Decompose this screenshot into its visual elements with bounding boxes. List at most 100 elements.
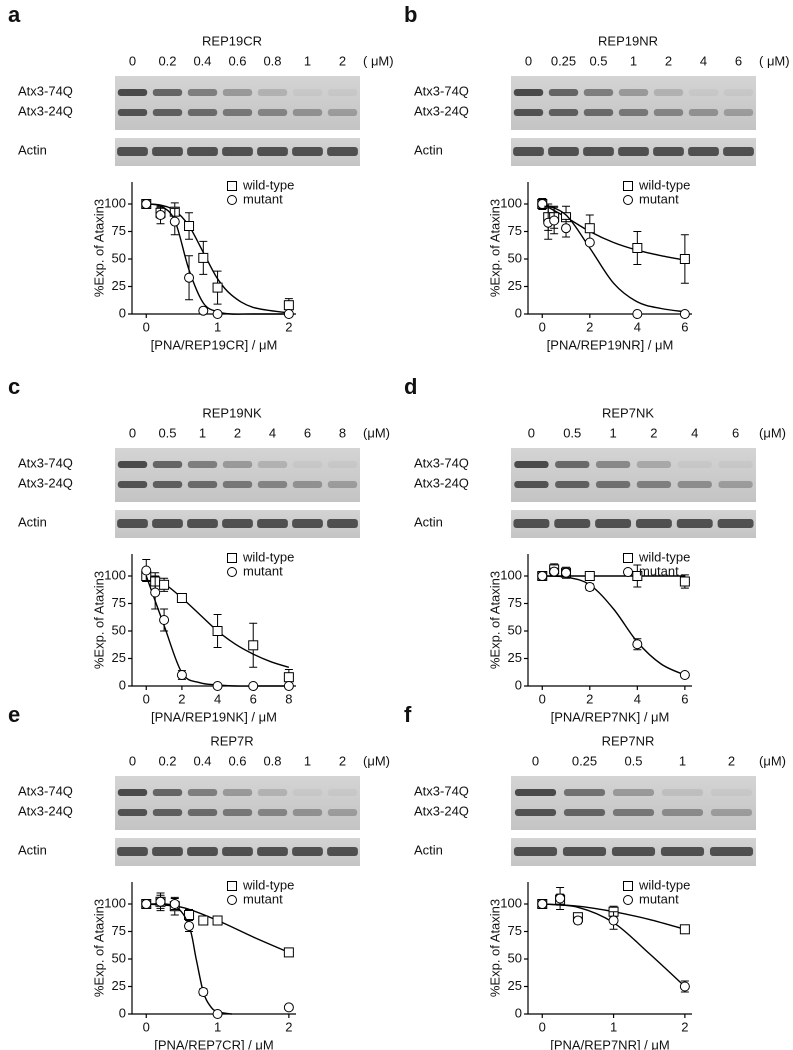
blot-label: Atx3-24Q bbox=[414, 103, 469, 118]
blot-title: REP19NR bbox=[598, 33, 658, 48]
y-tick-label: 0 bbox=[515, 1005, 522, 1020]
band bbox=[661, 809, 704, 816]
legend-marker bbox=[227, 195, 237, 205]
band bbox=[187, 109, 218, 116]
y-tick-label: 25 bbox=[508, 650, 522, 665]
blot-label: Actin bbox=[18, 842, 47, 857]
data-point bbox=[549, 215, 560, 226]
concentration-label: 0.2 bbox=[158, 53, 176, 68]
band bbox=[618, 147, 649, 156]
band bbox=[513, 89, 544, 96]
y-tick-label: 50 bbox=[508, 622, 522, 637]
western-blot bbox=[511, 448, 756, 502]
band bbox=[653, 109, 684, 116]
band bbox=[222, 519, 253, 528]
band bbox=[710, 809, 753, 816]
concentration-label: 0.4 bbox=[193, 53, 211, 68]
y-axis-label: %Exp. of Ataxin3 bbox=[487, 571, 502, 669]
data-point bbox=[184, 921, 195, 931]
band bbox=[562, 847, 607, 856]
band bbox=[611, 847, 656, 856]
band bbox=[554, 519, 591, 528]
concentration-label: 0 bbox=[532, 753, 539, 768]
concentration-label: 0.6 bbox=[228, 753, 246, 768]
legend-label: wild-type bbox=[242, 877, 294, 892]
concentration-label: 6 bbox=[735, 53, 742, 68]
x-axis-label: [PNA/REP19CR] / μM bbox=[151, 337, 278, 352]
fit-curve bbox=[146, 903, 290, 954]
x-tick-label: 0 bbox=[539, 691, 546, 706]
legend-label: wild-type bbox=[242, 177, 294, 192]
band bbox=[152, 809, 183, 816]
x-tick-label: 1 bbox=[214, 319, 221, 334]
band bbox=[327, 481, 358, 488]
band bbox=[257, 519, 288, 528]
concentration-unit: (μM) bbox=[759, 425, 786, 440]
y-tick-label: 25 bbox=[508, 978, 522, 993]
data-point bbox=[283, 947, 294, 958]
data-point bbox=[679, 254, 690, 264]
data-point bbox=[632, 571, 643, 581]
band bbox=[187, 89, 218, 96]
x-tick-label: 0 bbox=[143, 1019, 150, 1034]
legend-label: wild-type bbox=[638, 877, 690, 892]
band bbox=[653, 89, 684, 96]
panel-letter: b bbox=[404, 2, 417, 27]
y-tick-label: 0 bbox=[515, 677, 522, 692]
y-tick-label: 75 bbox=[112, 223, 126, 238]
data-point bbox=[561, 567, 572, 578]
y-tick-label: 50 bbox=[112, 622, 126, 637]
data-point bbox=[212, 626, 223, 636]
data-point bbox=[141, 199, 152, 209]
data-point bbox=[679, 924, 690, 935]
blot-label: Actin bbox=[414, 142, 443, 157]
band bbox=[152, 481, 183, 488]
panel-letter: c bbox=[8, 374, 20, 399]
data-point bbox=[155, 210, 166, 220]
y-tick-label: 0 bbox=[119, 305, 126, 320]
concentration-label: 0.5 bbox=[589, 53, 607, 68]
data-point bbox=[141, 565, 152, 576]
blot-label: Atx3-24Q bbox=[414, 475, 469, 490]
x-tick-label: 1 bbox=[610, 1019, 617, 1034]
data-point bbox=[537, 899, 548, 909]
concentration-label: 6 bbox=[732, 425, 739, 440]
band bbox=[187, 481, 218, 488]
band bbox=[563, 789, 606, 796]
band bbox=[257, 147, 288, 156]
concentration-label: 0.6 bbox=[228, 53, 246, 68]
fit-curve bbox=[146, 203, 289, 315]
data-point bbox=[198, 987, 209, 997]
actin-blot bbox=[511, 510, 756, 538]
panel: a REP19CR 0 0.2 0.4 0.6 0.8 1 2 ( μM) Atx3-74Q Atx3… bbox=[8, 2, 394, 353]
band bbox=[718, 461, 753, 468]
band bbox=[292, 461, 323, 468]
data-point bbox=[283, 300, 294, 311]
data-point bbox=[169, 899, 180, 909]
y-tick-label: 75 bbox=[112, 595, 126, 610]
concentration-label: 0.8 bbox=[263, 753, 281, 768]
y-tick-label: 50 bbox=[112, 950, 126, 965]
band bbox=[723, 89, 754, 96]
band bbox=[327, 519, 358, 528]
band bbox=[152, 109, 183, 116]
concentration-label: 4 bbox=[700, 53, 707, 68]
x-axis-label: [PNA/REP19NR] / μM bbox=[547, 337, 674, 352]
band bbox=[677, 461, 712, 468]
y-tick-label: 50 bbox=[112, 250, 126, 265]
x-tick-label: 0 bbox=[539, 319, 546, 334]
band bbox=[222, 461, 253, 468]
data-point bbox=[679, 670, 690, 680]
y-tick-label: 50 bbox=[508, 950, 522, 965]
concentration-label: 1 bbox=[199, 425, 206, 440]
band bbox=[710, 789, 753, 796]
data-point bbox=[537, 199, 548, 209]
band bbox=[514, 481, 549, 488]
legend-marker bbox=[623, 567, 633, 577]
panel: b REP19NR 0 0.25 0.5 1 2 4 6 ( μM) Atx3-74Q Atx3-24… bbox=[404, 2, 790, 353]
legend-label: mutant bbox=[639, 563, 679, 578]
x-axis-label: [PNA/REP7NK] / μM bbox=[551, 709, 670, 724]
concentration-unit: ( μM) bbox=[759, 53, 790, 68]
concentration-label: 2 bbox=[728, 753, 735, 768]
band bbox=[513, 109, 544, 116]
